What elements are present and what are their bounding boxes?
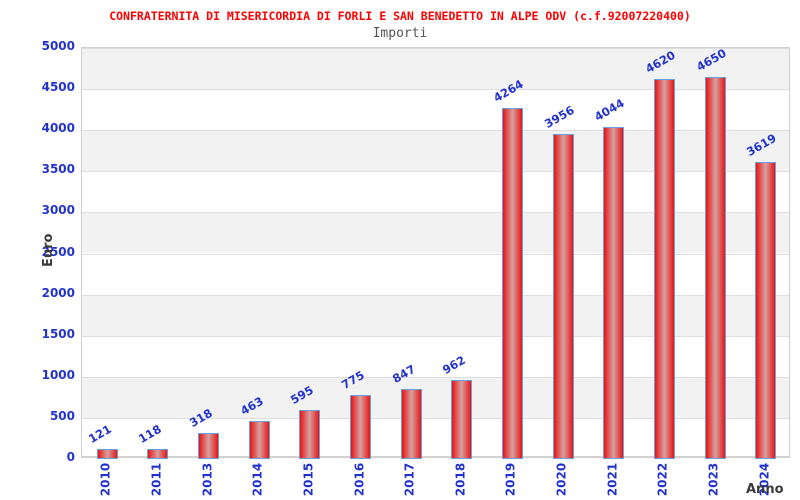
y-tick-0: 0: [66, 450, 75, 464]
x-axis-label: Anno: [746, 482, 784, 497]
bar-2021: [603, 126, 625, 459]
bar-2022: [653, 79, 675, 459]
bar-2014: [248, 420, 270, 459]
x-tick-2011: 2011: [149, 462, 164, 497]
y-tick-1500: 1500: [41, 326, 75, 341]
x-axis-line: [82, 456, 789, 458]
y-tick-4500: 4500: [41, 80, 75, 95]
grid-band: [82, 130, 789, 172]
y-tick-2500: 2500: [41, 244, 75, 259]
x-tick-2017: 2017: [402, 462, 417, 497]
bar-2013: [198, 432, 220, 459]
bar-2024: [755, 161, 777, 459]
x-tick-2015: 2015: [301, 462, 316, 497]
x-tick-2018: 2018: [453, 462, 468, 497]
x-tick-2023: 2023: [706, 462, 721, 497]
grid-band: [82, 212, 789, 254]
bar-2010: [96, 449, 118, 459]
y-tick-4000: 4000: [41, 121, 75, 136]
bar-2017: [400, 389, 422, 459]
x-tick-2013: 2013: [200, 462, 215, 497]
x-tick-2010: 2010: [98, 462, 113, 497]
bar-2023: [704, 76, 726, 459]
y-tick-500: 500: [49, 408, 75, 423]
y-tick-1000: 1000: [41, 367, 75, 382]
grid-band: [82, 335, 789, 377]
chart-title: CONFRATERNITA DI MISERICORDIA DI FORLI E…: [109, 9, 691, 23]
x-tick-2020: 2020: [554, 462, 569, 497]
x-tick-2016: 2016: [352, 462, 367, 497]
bar-2018: [451, 379, 473, 459]
y-tick-3000: 3000: [41, 203, 75, 218]
grid-band: [82, 253, 789, 295]
grid-band: [82, 89, 789, 131]
plot-area: 121 118 318 463 595 775 847 962 4264 3956 4044 4620…: [81, 46, 790, 459]
bar-2015: [299, 410, 321, 459]
x-tick-2022: 2022: [655, 462, 670, 497]
y-axis-label: Euro: [41, 233, 56, 267]
bar-2011: [147, 449, 169, 459]
bar-2019: [501, 108, 523, 459]
grid-band: [82, 376, 789, 418]
grid-band: [82, 171, 789, 213]
bar-2020: [552, 133, 574, 459]
x-tick-2021: 2021: [605, 462, 620, 497]
y-tick-2000: 2000: [41, 285, 75, 300]
grid-band: [82, 48, 789, 90]
bar-2016: [350, 395, 372, 459]
chart-subtitle: Importi: [372, 26, 428, 41]
grid-band: [82, 294, 789, 336]
y-tick-3500: 3500: [41, 162, 75, 177]
y-tick-5000: 5000: [41, 39, 75, 53]
x-tick-2014: 2014: [250, 462, 265, 497]
grid-band: [82, 417, 789, 459]
x-tick-2019: 2019: [503, 462, 518, 497]
